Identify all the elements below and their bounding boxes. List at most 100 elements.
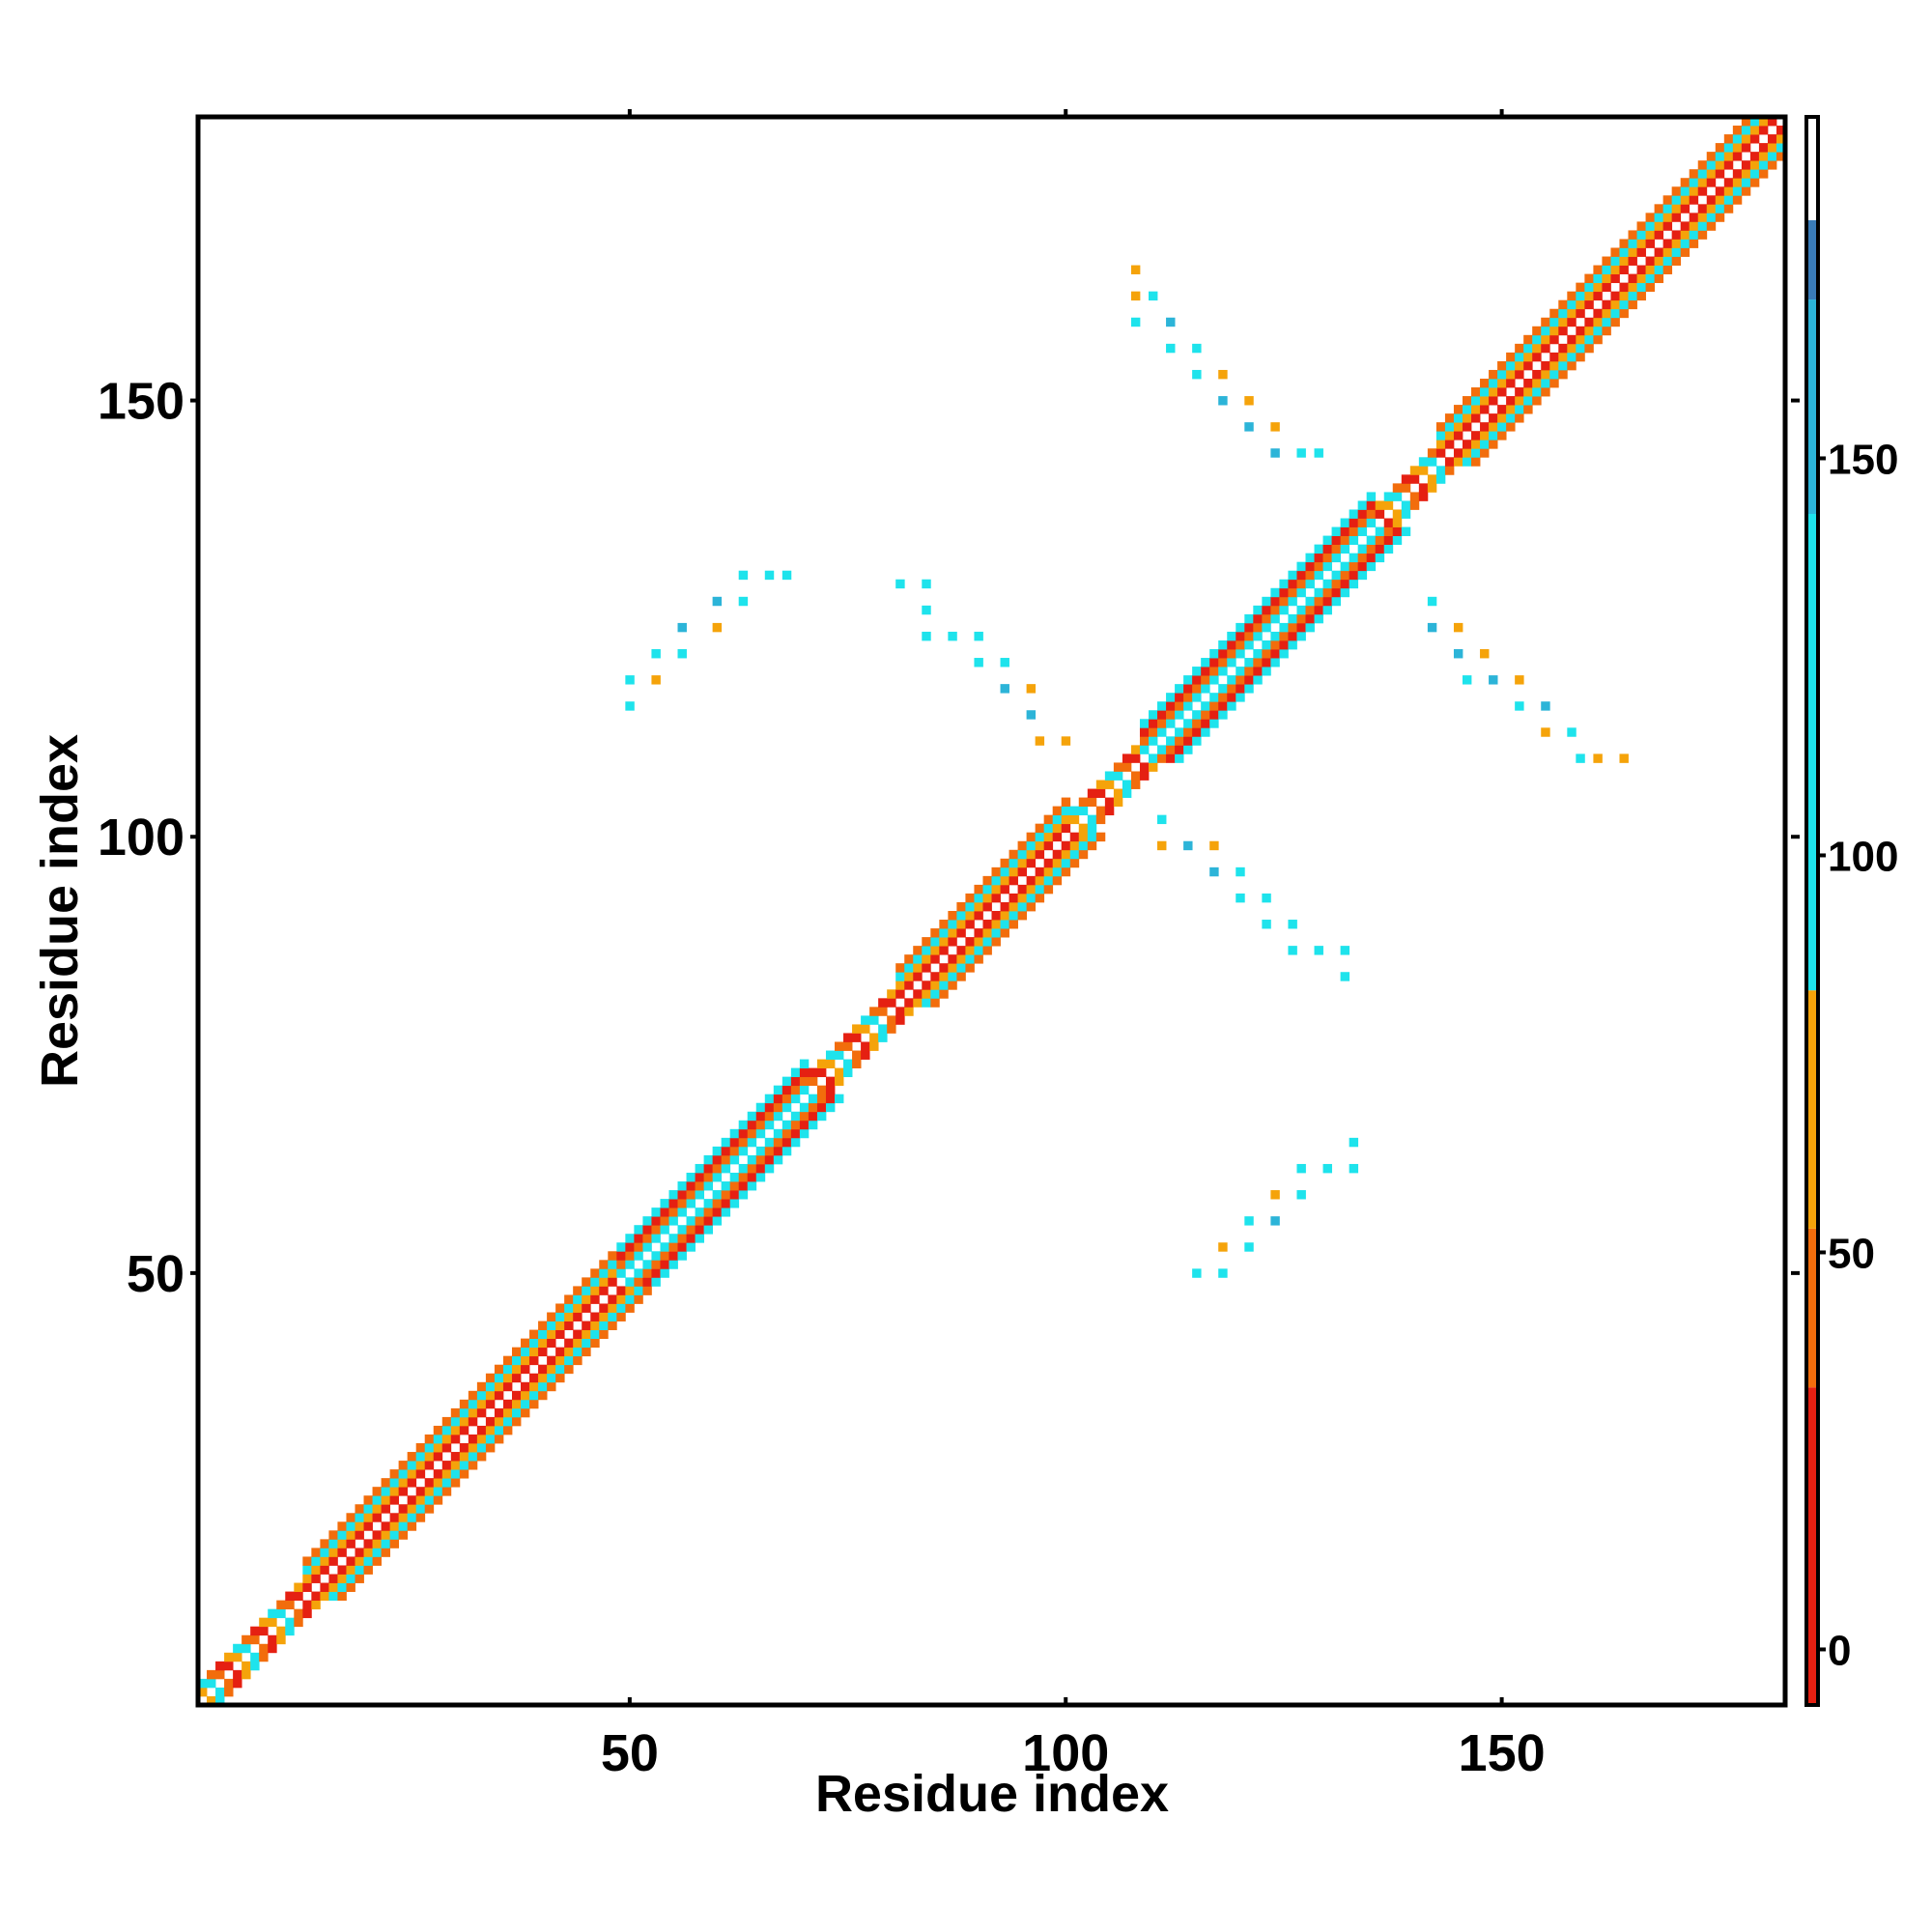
- heatmap-cell: [407, 1478, 417, 1488]
- heatmap-cell: [1192, 736, 1202, 746]
- heatmap-cell: [1157, 840, 1167, 851]
- heatmap-cell: [634, 1251, 643, 1261]
- heatmap-cell: [1183, 736, 1193, 746]
- heatmap-cell: [590, 1321, 600, 1330]
- heatmap-cell: [1026, 840, 1037, 851]
- heatmap-cell: [1523, 352, 1533, 362]
- heatmap-cell: [1052, 814, 1063, 825]
- heatmap-cell: [407, 1495, 417, 1505]
- heatmap-cell: [1732, 169, 1743, 179]
- heatmap-cell: [712, 1208, 723, 1217]
- heatmap-cell: [1680, 221, 1690, 231]
- heatmap-cell: [668, 1234, 678, 1243]
- heatmap-cell: [1515, 396, 1524, 406]
- heatmap-cell: [1506, 413, 1516, 423]
- heatmap-cell: [207, 1678, 216, 1689]
- heatmap-cell: [1715, 213, 1725, 222]
- heatmap-cell: [642, 1286, 652, 1295]
- heatmap-cell: [1427, 448, 1437, 458]
- heatmap-cell: [738, 1172, 749, 1182]
- heatmap-cell: [747, 1111, 757, 1122]
- heatmap-cell: [651, 1251, 661, 1261]
- heatmap-cell: [1619, 299, 1629, 310]
- heatmap-cell: [695, 1181, 704, 1191]
- heatmap-cell: [625, 1234, 635, 1243]
- heatmap-cell: [695, 1190, 704, 1200]
- heatmap-cell: [721, 1181, 731, 1191]
- heatmap-cell: [294, 1617, 303, 1628]
- heatmap-cell: [1000, 658, 1009, 668]
- heatmap-cell: [485, 1443, 496, 1453]
- heatmap-cell: [677, 1242, 687, 1252]
- heatmap-cell: [991, 893, 1001, 903]
- heatmap-cell: [337, 1591, 347, 1601]
- heatmap-cell: [1026, 849, 1037, 860]
- heatmap-cell: [424, 1434, 435, 1444]
- heatmap-cell: [476, 1443, 487, 1453]
- heatmap-cell: [1078, 806, 1089, 816]
- heatmap-cell: [895, 579, 905, 589]
- heatmap-cell: [1104, 797, 1115, 807]
- heatmap-cell: [878, 998, 888, 1008]
- heatmap-cell: [1357, 509, 1368, 519]
- heatmap-cell: [764, 570, 775, 581]
- heatmap-cell: [1409, 492, 1420, 501]
- heatmap-cell: [895, 963, 905, 973]
- heatmap-cell: [1043, 814, 1054, 825]
- heatmap-cell: [1489, 431, 1498, 440]
- heatmap-cell: [878, 1007, 888, 1016]
- heatmap-cell: [1462, 457, 1472, 467]
- heatmap-cell: [677, 649, 687, 659]
- heatmap-cell: [1732, 134, 1743, 144]
- heatmap-cell: [712, 596, 723, 607]
- heatmap-cell: [1741, 178, 1751, 187]
- heatmap-cell: [948, 980, 957, 990]
- heatmap-cell: [502, 1373, 513, 1383]
- heatmap-cell: [991, 920, 1001, 929]
- heatmap-cell: [677, 1208, 687, 1217]
- heatmap-cell: [1427, 622, 1437, 633]
- heatmap-cell: [1043, 840, 1054, 851]
- heatmap-cell: [808, 1076, 818, 1087]
- heatmap-cell: [625, 1251, 635, 1261]
- heatmap-cell: [1723, 152, 1734, 161]
- heatmap-cell: [1157, 814, 1167, 825]
- heatmap-cell: [660, 1216, 669, 1226]
- heatmap-cell: [582, 1329, 591, 1340]
- heatmap-cell: [538, 1329, 548, 1340]
- heatmap-cell: [441, 1461, 452, 1470]
- heatmap-cell: [1489, 387, 1498, 397]
- heatmap-cell: [1043, 858, 1054, 868]
- heatmap-cell: [1148, 727, 1158, 737]
- heatmap-cell: [1288, 920, 1297, 929]
- heatmap-cell: [1244, 1216, 1254, 1226]
- heatmap-cell: [1366, 544, 1377, 554]
- heatmap-cells: [198, 117, 1786, 1706]
- heatmap-cell: [1418, 483, 1429, 493]
- heatmap-cell: [948, 963, 957, 973]
- heatmap-cell: [1288, 570, 1297, 581]
- heatmap-cell: [511, 1347, 522, 1357]
- heatmap-cell: [1392, 518, 1403, 527]
- colorbar-band: [1806, 117, 1818, 220]
- heatmap-cell: [1244, 675, 1254, 685]
- heatmap-cell: [555, 1329, 565, 1340]
- heatmap-cell: [738, 1163, 749, 1174]
- heatmap-cell: [1262, 605, 1271, 615]
- heatmap-cell: [1689, 213, 1699, 222]
- heatmap-cell: [555, 1355, 565, 1366]
- heatmap-cell: [599, 1286, 609, 1295]
- heatmap-cell: [433, 1425, 443, 1435]
- heatmap-cell: [547, 1338, 556, 1349]
- heatmap-cell: [302, 1608, 312, 1619]
- heatmap-cell: [328, 1539, 338, 1548]
- heatmap-cell: [729, 1181, 740, 1191]
- heatmap-cell: [564, 1294, 574, 1304]
- heatmap-cell: [1515, 387, 1524, 397]
- heatmap-cell: [1157, 719, 1167, 728]
- heatmap-cell: [1236, 667, 1245, 676]
- heatmap-cell: [1706, 178, 1717, 187]
- heatmap-cell: [494, 1364, 504, 1375]
- heatmap-cell: [1296, 631, 1306, 641]
- heatmap-cell: [1732, 178, 1743, 187]
